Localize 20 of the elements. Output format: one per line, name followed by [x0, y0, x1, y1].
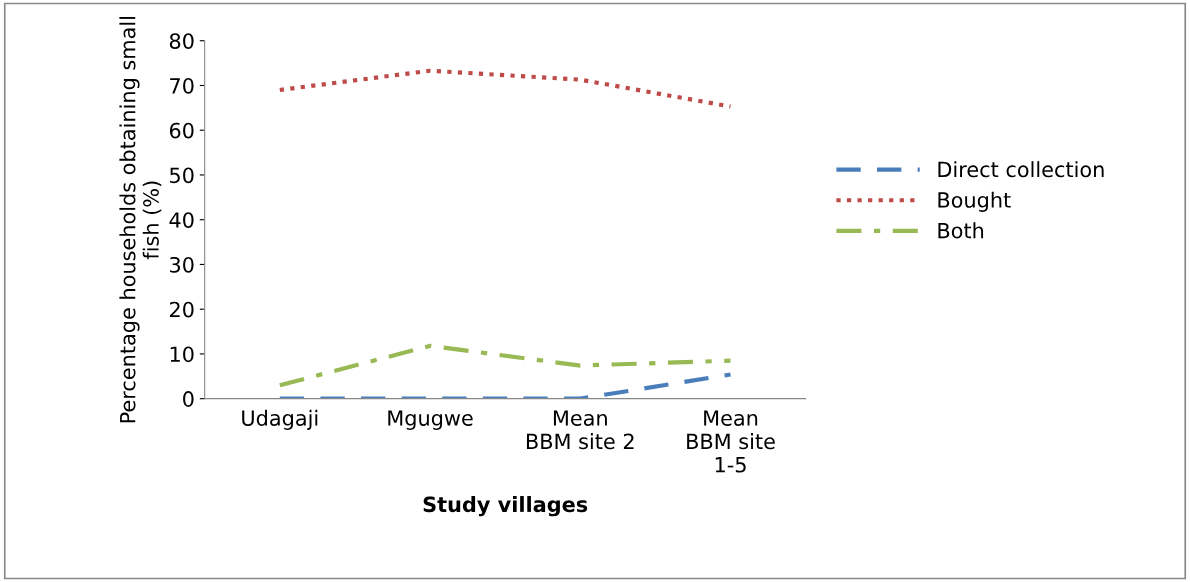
y-tick-label: 40	[169, 212, 194, 228]
legend-label: Bought	[938, 191, 1011, 212]
legend-label: Both	[938, 222, 984, 239]
x-tick-label: Udagaji	[242, 409, 318, 430]
y-tick-label: 80	[169, 33, 194, 49]
y-tick-label: 0	[183, 391, 194, 407]
line-series	[277, 68, 733, 109]
y-axis-title: Percentage households obtaining small fish (%)	[119, 17, 162, 423]
y-tick-label: 70	[170, 77, 194, 94]
line-series	[277, 343, 733, 388]
x-tick-label: Mean BBM site 2	[526, 410, 634, 450]
legend-label: Direct collection	[938, 161, 1104, 178]
x-tick-label: Mgugwe	[388, 410, 473, 430]
y-tick-label: 20	[169, 301, 194, 318]
y-tick-label: 50	[170, 167, 194, 184]
x-tick-label: Mean BBM site 1-5	[687, 410, 775, 473]
y-tick-label: 30	[170, 256, 194, 273]
y-tick-label: 10	[170, 346, 194, 363]
y-tick-label: 60	[169, 122, 194, 139]
x-axis-title: Study villages	[423, 496, 588, 517]
